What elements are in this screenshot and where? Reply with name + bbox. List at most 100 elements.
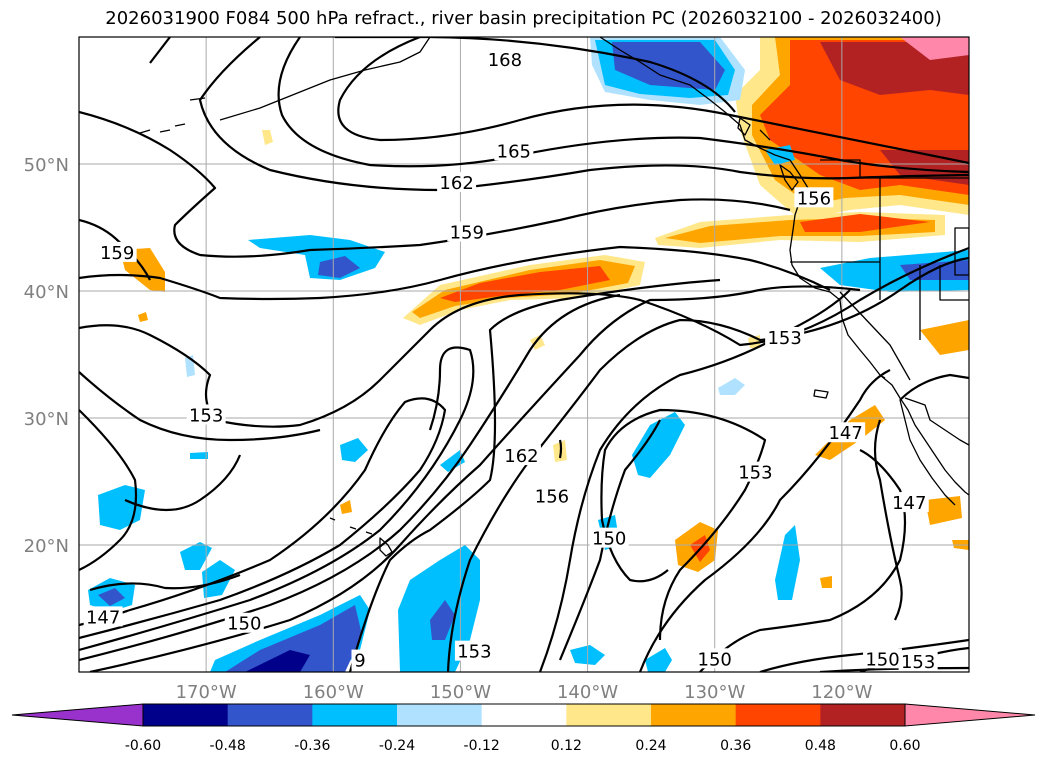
contour-label-text: 150 [865,649,899,670]
contour-line [899,373,969,401]
contour-label-bg [532,485,572,506]
fill-negative-spot [98,588,125,606]
coastline-alaska [599,37,791,161]
fill-positive-spot [262,130,273,145]
contour-label-bg [97,241,137,262]
fill-negative-spot [775,525,800,600]
contour-line [124,454,242,512]
contour-label-bg [447,221,487,242]
contour-line [600,408,767,641]
map-title: 2026031900 F084 500 hPa refract., river … [105,8,942,29]
lon-tick-label: 170°W [176,682,237,703]
contour-label-text: 153 [767,328,801,349]
contour-label: 150 [863,648,903,670]
contour-line [699,449,907,672]
contour-line [79,245,831,301]
contour-label-text: 162 [439,173,473,194]
colorbar-tick-label: 0.48 [805,738,836,754]
lat-tick-label: 20°N [24,536,69,557]
fill-positive-ne [900,37,969,60]
colorbar-swatch [735,704,821,726]
contour-line [446,256,969,672]
fill-negative-mid [248,235,385,280]
contour-label-text: 159 [450,223,484,244]
contour-label: 147 [889,492,929,514]
contour-label-bg [765,326,805,347]
colorbar-swatch [651,704,737,726]
contour-line [873,419,903,621]
contour-label: 153 [898,650,938,673]
fill-positive-spot [340,500,352,514]
contour-line [89,573,241,592]
contour-line [335,37,736,113]
colorbar-tick-label: -0.36 [294,738,330,754]
lat-tick-label: 30°N [24,409,69,430]
contour-label: 162 [501,445,541,467]
contour-label-text: 147 [828,423,862,444]
colorbar-tick-label: 0.12 [551,738,582,754]
coastline-hawaii [329,517,393,557]
contour-label-bg [863,648,903,669]
colorbar-frame [142,703,906,727]
contour-line [149,37,171,64]
contour-label: 159 [97,241,137,264]
contour-label-bg [485,48,525,69]
contour-label: 156 [532,485,572,508]
colorbar-swatch [481,704,567,726]
contour-label-bg [589,527,629,548]
colorbar-swatch [143,704,229,726]
contour-label-bg [826,422,866,443]
contour-line [89,285,861,672]
fill-negative-sw [245,650,310,672]
contour-line [79,409,138,571]
contour-label-text: 150 [592,529,626,550]
colorbar-tick-label: -0.12 [464,738,500,754]
fill-positive-spot [920,320,969,355]
coastline-layer [139,37,969,557]
contour-label-text: 159 [100,243,134,264]
contour-label-layer: 1681651621591591561531531621561531501471… [83,48,938,673]
contour-label: 153 [454,640,494,663]
colorbar-extend-low [11,703,144,727]
contour-line [759,638,969,672]
contour-line [638,369,891,672]
lon-tick-label: 150°W [430,682,491,703]
coastline-westcoast [789,159,969,496]
fill-negative-spot [718,378,745,395]
contour-label-bg [83,606,123,627]
contour-label-bg [501,445,541,466]
contour-label-text: 168 [488,50,522,71]
contour-label: 9 [351,649,369,672]
contour-label: 150 [589,527,629,550]
contour-line [348,278,721,672]
colorbar-tick-label: -0.60 [125,738,161,754]
fill-negative-spot [180,542,212,570]
colorbar-swatch [566,704,652,726]
contour-label-text: 150 [698,649,732,670]
lat-tick-label: 40°N [24,282,69,303]
coastline-alaska [139,123,186,134]
contour-label-bg [186,404,226,425]
contour-label: 150 [695,648,735,670]
colorbar: -0.60 -0.48 -0.36 -0.24 -0.12 0.12 0.24 0.36 0.4… [11,703,1036,754]
fill-positive-spot [820,576,832,588]
contour-line [79,110,791,258]
colorbar-swatch [227,704,313,726]
coastline-alaska [189,37,431,121]
contour-label-bg [224,612,264,633]
contour-label-text: 153 [457,642,491,663]
fill-positive-spot [925,496,962,525]
contour-label-text: 153 [738,463,772,484]
contour-line [79,293,621,662]
contour-label-bg [454,640,494,661]
colorbar-tick-label: 0.24 [635,738,666,754]
map-frame [78,36,970,673]
contour-label: 153 [186,404,226,426]
contour-label-text: 162 [504,446,538,467]
fill-negative-spot [98,485,145,530]
contour-label-bg [735,461,775,482]
contour-label-text: 153 [189,405,223,426]
fill-negative-sw [225,605,362,672]
contour-label: 147 [83,606,123,628]
